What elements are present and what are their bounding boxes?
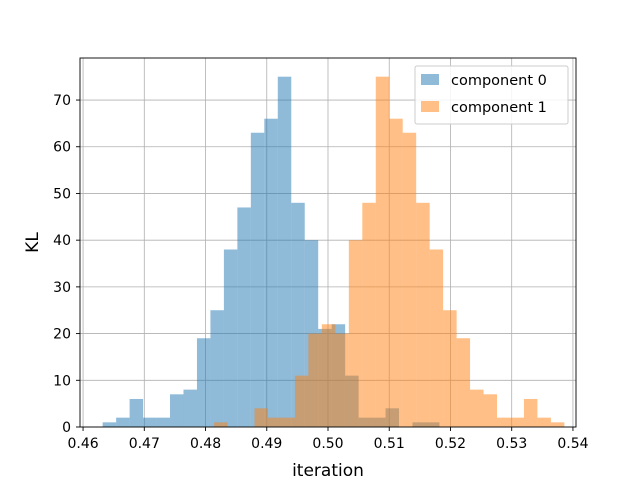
histogram-bar-component-0 bbox=[237, 207, 251, 427]
histogram-bar-component-0 bbox=[210, 310, 224, 427]
y-tick-label: 0 bbox=[62, 420, 71, 436]
x-axis-title: iteration bbox=[292, 461, 364, 480]
histogram-bar-component-0 bbox=[291, 202, 305, 427]
histogram-bar-component-1 bbox=[389, 118, 403, 427]
histogram-bar-component-1 bbox=[335, 333, 349, 427]
x-tick-label: 0.46 bbox=[67, 436, 98, 452]
x-tick-label: 0.53 bbox=[496, 436, 527, 452]
y-tick-label: 30 bbox=[53, 280, 71, 296]
histogram-bar-component-1 bbox=[456, 338, 471, 427]
y-tick-label: 60 bbox=[53, 140, 71, 156]
x-tick-label: 0.52 bbox=[435, 436, 466, 452]
histogram-bar-component-1 bbox=[443, 310, 457, 427]
histogram-bar-component-1 bbox=[281, 417, 295, 427]
histogram-bar-component-0 bbox=[170, 394, 184, 427]
legend-box bbox=[414, 65, 569, 125]
histogram-bar-component-1 bbox=[550, 422, 565, 427]
legend-label-component-1: component 1 bbox=[451, 100, 547, 116]
histogram-bar-component-1 bbox=[294, 375, 309, 427]
histogram-bar-component-0 bbox=[156, 417, 171, 427]
y-tick-label: 10 bbox=[53, 373, 71, 389]
histogram-bar-component-0 bbox=[264, 118, 278, 427]
histogram-bar-component-0 bbox=[129, 398, 144, 427]
axis-ticks: 0.46 0.47 0.48 0.49 0.50 0.51 0.52 0.53 0.54 0 10 2… bbox=[53, 93, 588, 452]
histogram-bar-component-1 bbox=[254, 408, 268, 427]
histogram-bar-component-1 bbox=[362, 202, 376, 427]
x-tick-label: 0.49 bbox=[251, 436, 282, 452]
histogram-bar-component-1 bbox=[321, 324, 336, 427]
histogram-bar-component-1 bbox=[483, 394, 498, 427]
x-tick-label: 0.51 bbox=[374, 436, 405, 452]
legend-swatch-component-1 bbox=[421, 101, 439, 112]
histogram-bar-component-1 bbox=[214, 422, 228, 427]
histogram-bar-component-0 bbox=[183, 389, 197, 427]
histogram-bar-component-1 bbox=[308, 333, 322, 427]
x-tick-label: 0.48 bbox=[190, 436, 221, 452]
histogram-bar-component-1 bbox=[523, 398, 538, 427]
y-tick-label: 70 bbox=[53, 93, 71, 109]
x-tick-label: 0.47 bbox=[129, 436, 160, 452]
x-tick-label: 0.50 bbox=[312, 436, 343, 452]
legend: component 0 component 1 bbox=[414, 65, 569, 125]
legend-swatch-component-0 bbox=[421, 74, 439, 85]
histogram-bar-component-1 bbox=[510, 417, 524, 427]
histogram-bar-component-1 bbox=[402, 132, 417, 427]
y-tick-label: 40 bbox=[53, 233, 71, 249]
histogram-bar-component-0 bbox=[223, 249, 238, 427]
legend-label-component-0: component 0 bbox=[451, 73, 547, 89]
histogram-bar-component-0 bbox=[116, 417, 130, 427]
histogram-bar-component-0 bbox=[102, 422, 117, 427]
y-tick-label: 50 bbox=[53, 186, 71, 202]
y-tick-label: 20 bbox=[53, 327, 71, 343]
histogram-bar-component-0 bbox=[143, 417, 157, 427]
x-tick-label: 0.54 bbox=[557, 436, 588, 452]
histogram-bar-component-1 bbox=[429, 249, 444, 427]
histogram-bars bbox=[102, 76, 565, 428]
histogram-bar-component-0 bbox=[196, 338, 211, 427]
histogram-bar-component-0 bbox=[277, 76, 292, 428]
histogram-bar-component-1 bbox=[537, 417, 551, 427]
histogram-bar-component-1 bbox=[470, 389, 484, 427]
histogram-bar-component-0 bbox=[250, 132, 265, 427]
histogram-bar-component-1 bbox=[497, 417, 511, 427]
histogram-bar-component-1 bbox=[267, 417, 282, 427]
histogram-bar-component-1 bbox=[375, 76, 390, 428]
histogram-bar-component-1 bbox=[416, 202, 430, 427]
histogram-bar-component-1 bbox=[348, 240, 363, 427]
y-axis-title: KL bbox=[23, 232, 43, 253]
